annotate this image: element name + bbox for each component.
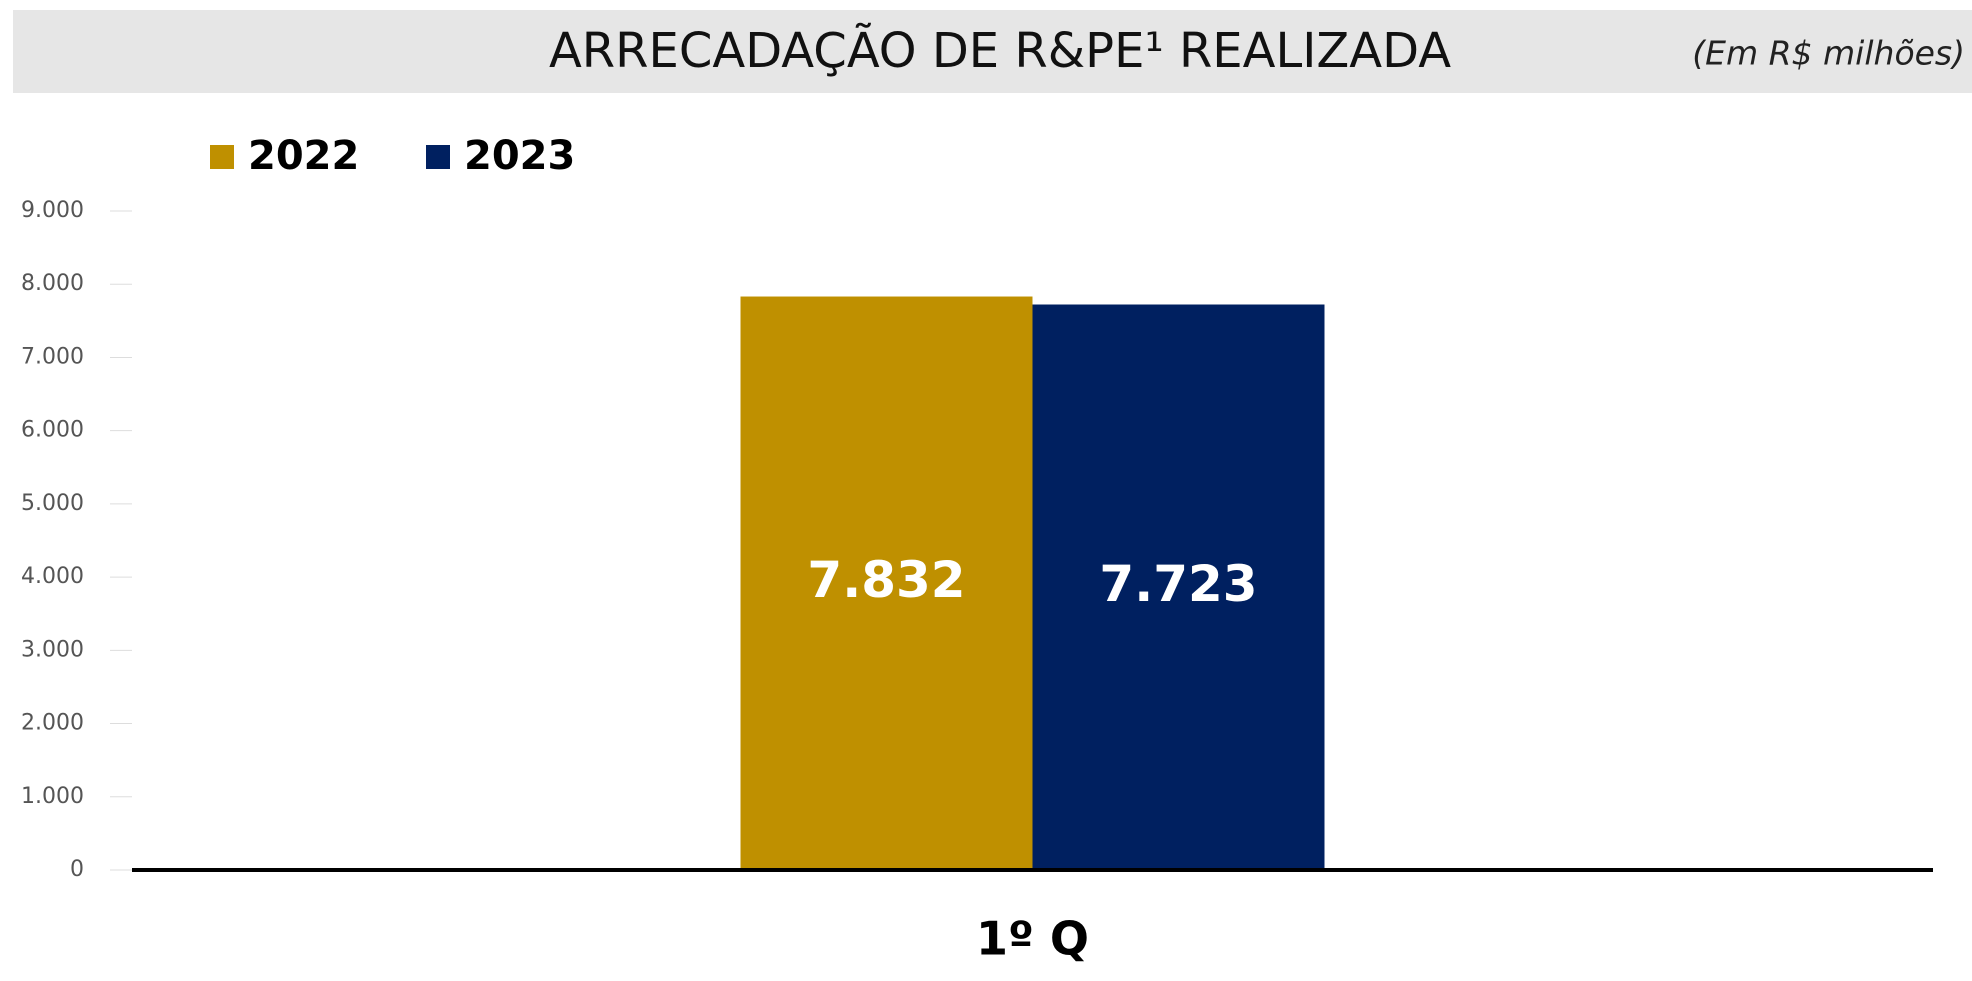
bar [740,296,1033,870]
y-tick-label: 9.000 [21,198,84,223]
y-tick-label: 5.000 [21,491,84,516]
value-label: 7.832 [807,551,965,609]
legend-label: 2023 [464,133,575,179]
y-tick-label: 1.000 [21,784,84,809]
y-tick-label: 4.000 [21,564,84,589]
y-tick-label: 0 [70,857,84,882]
y-tick-label: 7.000 [21,344,84,369]
legend-label: 2022 [248,133,359,179]
chart-subtitle: (Em R$ milhões) [1692,34,1965,73]
x-tick-label: 1º Q [976,912,1089,966]
bar [1032,304,1325,871]
header-band [13,10,1972,93]
chart-title: ARRECADAÇÃO DE R&PE¹ REALIZADA [549,23,1451,79]
y-tick-label: 3.000 [21,637,84,662]
legend-swatch [210,145,234,169]
y-tick-label: 2.000 [21,711,84,736]
legend-swatch [426,145,450,169]
y-tick-label: 6.000 [21,418,84,443]
value-label: 7.723 [1099,555,1257,613]
y-tick-label: 8.000 [21,271,84,296]
